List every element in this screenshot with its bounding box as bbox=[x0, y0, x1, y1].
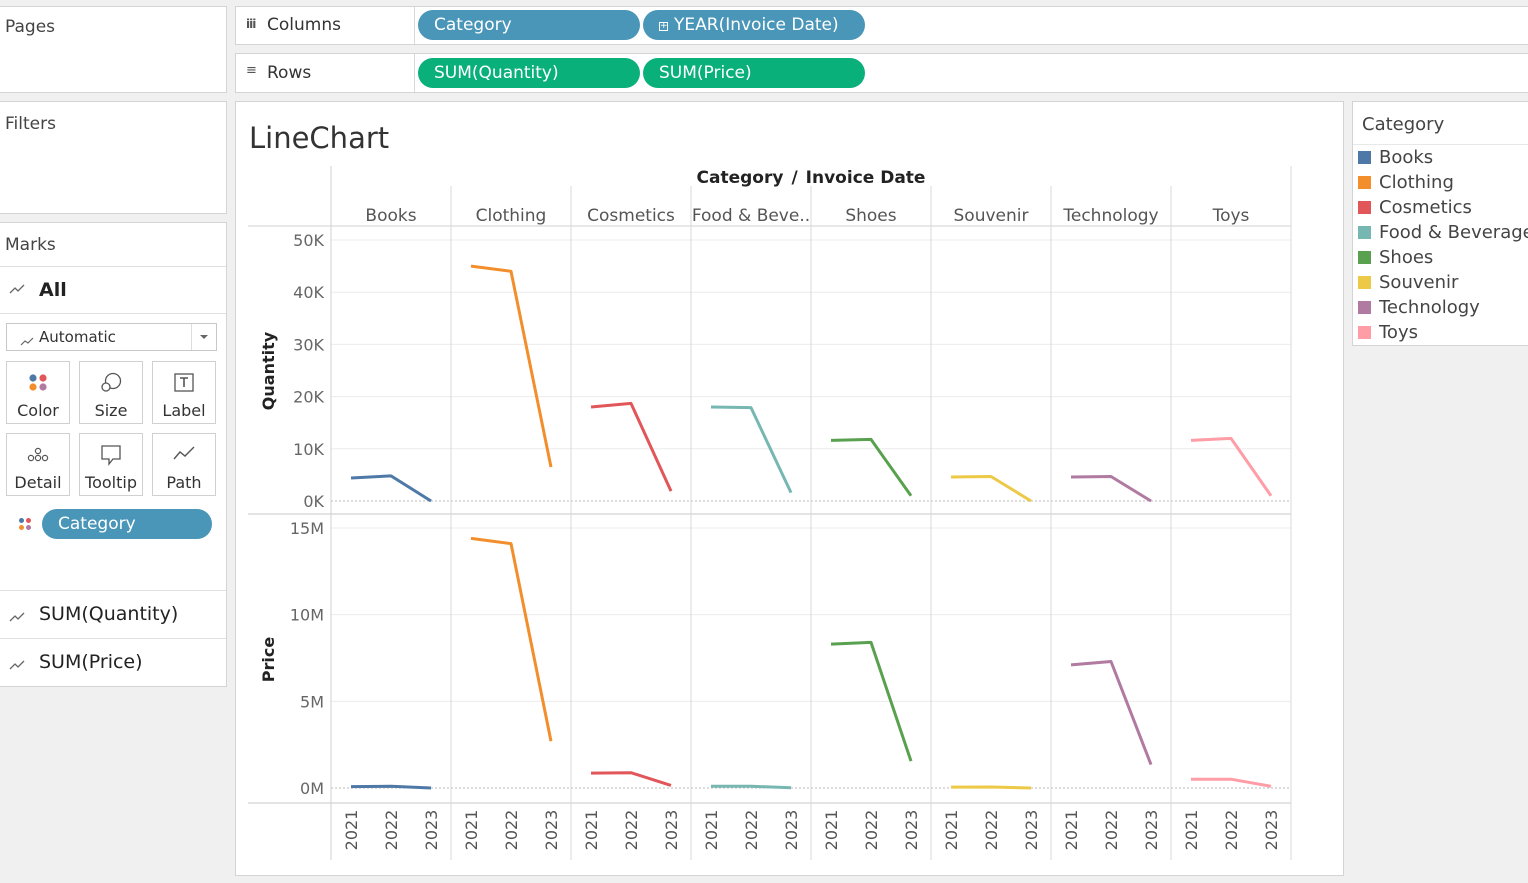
filters-panel[interactable]: Filters bbox=[0, 101, 227, 214]
category-column-pill[interactable]: Category bbox=[418, 10, 640, 40]
path-icon bbox=[173, 446, 195, 460]
legend-item[interactable]: Cosmetics bbox=[1358, 197, 1472, 221]
price-marks-label: SUM(Price) bbox=[39, 651, 143, 673]
detail-button-label: Detail bbox=[14, 473, 62, 492]
tooltip-button[interactable]: Tooltip bbox=[79, 433, 143, 496]
line-mark-icon bbox=[9, 656, 25, 675]
columns-icon: iii bbox=[246, 17, 256, 31]
legend-label: Books bbox=[1379, 147, 1434, 168]
legend-swatch bbox=[1358, 251, 1371, 264]
color-icon bbox=[29, 374, 47, 391]
legend-item[interactable]: Food & Beverage bbox=[1358, 222, 1528, 246]
quantity-marks-card[interactable]: SUM(Quantity) bbox=[0, 591, 226, 638]
pages-panel: Pages bbox=[0, 6, 227, 93]
color-category-pill[interactable]: Category bbox=[42, 509, 212, 539]
legend-label: Souvenir bbox=[1379, 272, 1459, 293]
chevron-down-icon bbox=[200, 335, 208, 339]
tooltip-button-label: Tooltip bbox=[85, 473, 137, 492]
marks-all-label: All bbox=[39, 279, 67, 301]
label-icon bbox=[174, 373, 194, 392]
legend-item[interactable]: Shoes bbox=[1358, 247, 1433, 271]
legend-label: Cosmetics bbox=[1379, 197, 1472, 218]
columns-label: Columns bbox=[267, 15, 341, 35]
sum-quantity-pill[interactable]: SUM(Quantity) bbox=[418, 58, 640, 88]
view-panel bbox=[235, 101, 1344, 876]
legend-label: Food & Beverage bbox=[1379, 222, 1528, 243]
pages-title: Pages bbox=[5, 17, 56, 37]
marks-title: Marks bbox=[5, 235, 56, 255]
path-button[interactable]: Path bbox=[152, 433, 216, 496]
dropdown-divider bbox=[191, 324, 192, 350]
legend-swatch bbox=[1358, 226, 1371, 239]
marks-all-card[interactable]: All bbox=[0, 267, 226, 313]
legend-panel: Category Books Clothing Cosmetics Food & Be… bbox=[1352, 101, 1528, 346]
marks-header-divider bbox=[0, 266, 226, 267]
rows-divider bbox=[414, 54, 415, 92]
legend-swatch bbox=[1358, 326, 1371, 339]
marks-divider bbox=[0, 313, 226, 314]
price-marks-card[interactable]: SUM(Price) bbox=[0, 639, 226, 686]
color-button[interactable]: Color bbox=[6, 361, 70, 424]
size-icon bbox=[101, 372, 122, 392]
year-invoice-date-pill[interactable]: + YEAR(Invoice Date) bbox=[643, 10, 865, 40]
legend-swatch bbox=[1358, 276, 1371, 289]
detail-button[interactable]: Detail bbox=[6, 433, 70, 496]
legend-title-divider bbox=[1353, 144, 1528, 145]
year-invoice-date-label: YEAR(Invoice Date) bbox=[674, 15, 839, 35]
line-mark-icon bbox=[9, 608, 25, 627]
legend-label: Shoes bbox=[1379, 247, 1434, 268]
sum-price-pill[interactable]: SUM(Price) bbox=[643, 58, 865, 88]
filters-title: Filters bbox=[5, 114, 56, 134]
legend-title: Category bbox=[1362, 114, 1445, 135]
marks-divider-2 bbox=[0, 590, 226, 591]
size-button-label: Size bbox=[94, 401, 128, 420]
color-field-icon bbox=[18, 516, 32, 535]
legend-swatch bbox=[1358, 201, 1371, 214]
legend-label: Technology bbox=[1379, 297, 1480, 318]
marks-panel: Marks All Automatic Color Size bbox=[0, 222, 227, 687]
mark-type-dropdown[interactable]: Automatic bbox=[6, 323, 217, 351]
legend-label: Clothing bbox=[1379, 172, 1454, 193]
label-button[interactable]: Label bbox=[152, 361, 216, 424]
legend-swatch bbox=[1358, 176, 1371, 189]
label-button-label: Label bbox=[162, 401, 206, 420]
marks-divider-3 bbox=[0, 638, 226, 639]
rows-icon: ≡ bbox=[246, 63, 257, 78]
line-mark-icon bbox=[20, 332, 34, 351]
legend-item[interactable]: Books bbox=[1358, 147, 1433, 171]
legend-swatch bbox=[1358, 151, 1371, 164]
tooltip-icon bbox=[101, 445, 121, 466]
legend-item[interactable]: Toys bbox=[1358, 322, 1418, 346]
path-button-label: Path bbox=[166, 473, 202, 492]
legend-item[interactable]: Clothing bbox=[1358, 172, 1454, 196]
expand-plus-icon: + bbox=[659, 21, 668, 31]
legend-item[interactable]: Technology bbox=[1358, 297, 1480, 321]
detail-icon bbox=[27, 447, 49, 462]
rows-label: Rows bbox=[267, 63, 312, 83]
line-mark-icon bbox=[9, 280, 25, 299]
legend-swatch bbox=[1358, 301, 1371, 314]
legend-label: Toys bbox=[1379, 322, 1418, 343]
quantity-marks-label: SUM(Quantity) bbox=[39, 603, 179, 625]
color-button-label: Color bbox=[17, 401, 59, 420]
columns-divider bbox=[414, 7, 415, 44]
size-button[interactable]: Size bbox=[79, 361, 143, 424]
mark-type-label: Automatic bbox=[39, 328, 116, 346]
legend-item[interactable]: Souvenir bbox=[1358, 272, 1458, 296]
